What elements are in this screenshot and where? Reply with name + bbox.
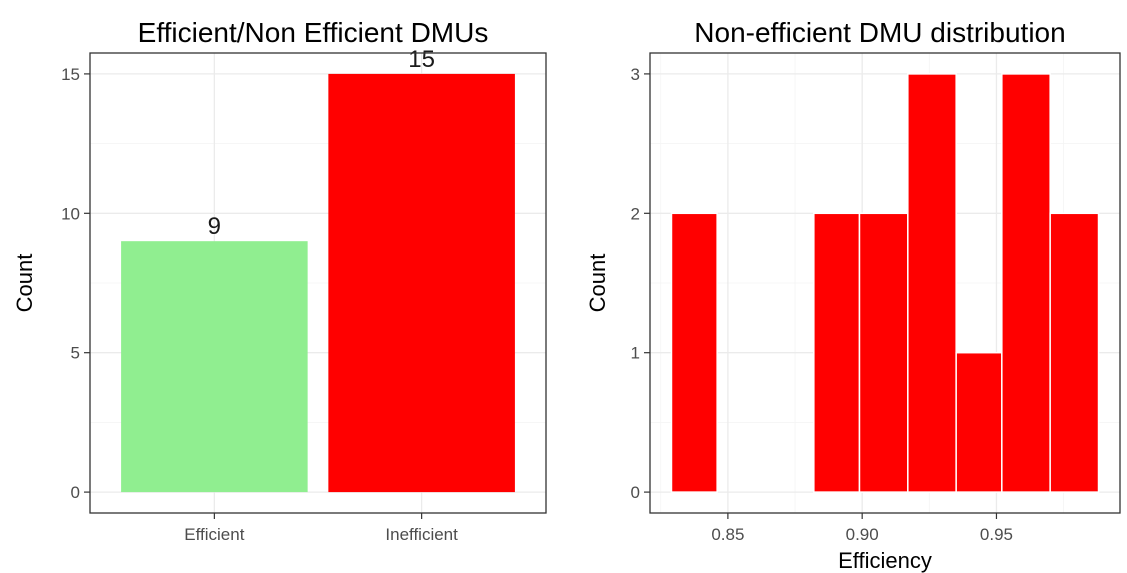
- x-tick-label: Efficient: [184, 525, 244, 544]
- bar-efficient: [121, 241, 308, 493]
- y-axis-title: Count: [12, 254, 37, 313]
- x-tick-label: 0.85: [711, 525, 744, 544]
- bars: [121, 73, 515, 493]
- y-axis-title: Count: [585, 254, 610, 313]
- histogram-bar: [858, 212, 909, 493]
- data-label: 15: [408, 46, 435, 73]
- x-tick-label: Inefficient: [385, 525, 458, 544]
- y-tick-label: 15: [61, 65, 80, 84]
- x-axis: 0.85 0.90 0.95: [711, 513, 1013, 544]
- chart-title: Efficient/Non Efficient DMUs: [138, 17, 489, 48]
- y-tick-label: 5: [71, 344, 80, 363]
- y-axis: 0 1 2 3: [631, 65, 650, 502]
- x-axis: Efficient Inefficient: [184, 513, 458, 544]
- y-axis: 0 5 10 15: [61, 65, 90, 502]
- histogram-bar: [670, 212, 718, 493]
- data-label: 9: [208, 213, 221, 240]
- x-axis-title: Efficiency: [838, 548, 932, 573]
- bars: [670, 73, 1100, 493]
- y-tick-label: 0: [631, 483, 640, 502]
- histogram-bar: [955, 351, 1003, 493]
- y-tick-label: 0: [71, 483, 80, 502]
- histogram-bar: [907, 73, 957, 493]
- x-tick-label: 0.95: [980, 525, 1013, 544]
- panel-border: [89, 52, 547, 514]
- y-tick-label: 3: [631, 65, 640, 84]
- histogram-bar: [813, 212, 861, 493]
- y-tick-label: 2: [631, 204, 640, 223]
- panel-border: [649, 52, 1121, 514]
- chart-non-efficient-distribution: Non-efficient DMU distribution 0 1 2 3 0.85…: [585, 17, 1121, 573]
- chart-efficient-vs-inefficient: Efficient/Non Efficient DMUs 915 051015 …: [12, 17, 547, 544]
- histogram-bar: [1049, 212, 1100, 493]
- histogram-bar: [1001, 73, 1051, 493]
- data-labels: 9 15: [208, 46, 435, 240]
- y-tick-label: 1: [631, 344, 640, 363]
- bar-inefficient: [328, 73, 515, 493]
- x-tick-label: 0.90: [846, 525, 879, 544]
- y-tick-label: 10: [61, 204, 80, 223]
- chart-title: Non-efficient DMU distribution: [694, 17, 1065, 48]
